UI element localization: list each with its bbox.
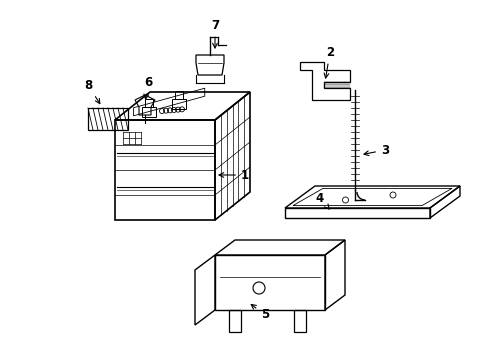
Text: 8: 8 <box>84 78 100 104</box>
Text: 2: 2 <box>324 45 333 78</box>
Text: 4: 4 <box>315 192 328 209</box>
Text: 1: 1 <box>219 168 248 181</box>
Text: 5: 5 <box>251 305 268 321</box>
Text: 7: 7 <box>210 18 219 48</box>
Text: 3: 3 <box>363 144 388 157</box>
Text: 6: 6 <box>143 76 152 99</box>
